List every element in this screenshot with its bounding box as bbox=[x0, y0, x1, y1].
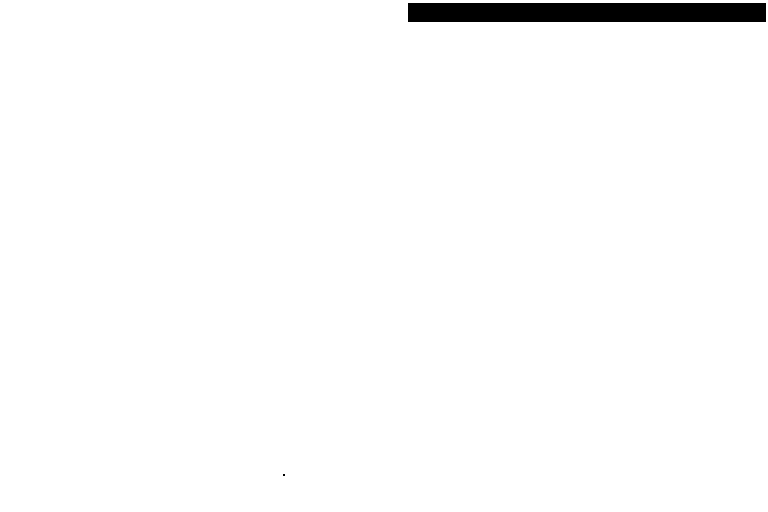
legend-bar bbox=[0, 470, 768, 512]
weather-map bbox=[0, 0, 768, 470]
model-run-banner bbox=[408, 3, 766, 22]
geopotential-colorbar bbox=[283, 474, 285, 476]
